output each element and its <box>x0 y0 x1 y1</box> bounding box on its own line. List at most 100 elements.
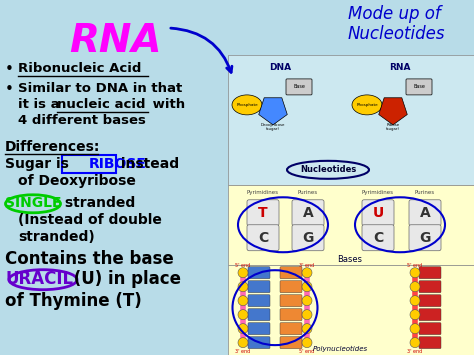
Text: RIBOSE: RIBOSE <box>89 157 147 171</box>
Circle shape <box>238 296 248 306</box>
FancyBboxPatch shape <box>228 265 474 355</box>
Text: with: with <box>148 98 185 111</box>
Text: 3' end: 3' end <box>236 349 251 354</box>
Text: it is a: it is a <box>18 98 64 111</box>
Text: •: • <box>5 62 14 77</box>
FancyBboxPatch shape <box>280 267 302 279</box>
Text: 4 different bases: 4 different bases <box>18 114 146 127</box>
Text: Ribose
(sugar): Ribose (sugar) <box>386 123 400 131</box>
Text: Nucleotides: Nucleotides <box>348 25 446 43</box>
Circle shape <box>302 324 312 334</box>
Text: 5' end: 5' end <box>300 349 315 354</box>
Text: Base: Base <box>293 84 305 89</box>
Text: Similar to DNA in that: Similar to DNA in that <box>18 82 182 95</box>
Circle shape <box>302 268 312 278</box>
FancyBboxPatch shape <box>280 295 302 307</box>
Text: 3' end: 3' end <box>407 349 423 354</box>
FancyBboxPatch shape <box>280 308 302 321</box>
Text: Mode up of: Mode up of <box>348 5 441 23</box>
Text: of Thymine (T): of Thymine (T) <box>5 292 142 310</box>
Text: nucleic acid: nucleic acid <box>57 98 146 111</box>
Text: RNA: RNA <box>389 63 411 72</box>
Text: Differences:: Differences: <box>5 140 100 154</box>
Text: Pyrimidines: Pyrimidines <box>247 190 279 195</box>
Circle shape <box>410 282 420 292</box>
FancyBboxPatch shape <box>248 337 270 349</box>
Text: 5' end: 5' end <box>407 263 423 268</box>
Text: Pyrimidines: Pyrimidines <box>362 190 394 195</box>
FancyBboxPatch shape <box>362 200 394 226</box>
FancyBboxPatch shape <box>248 281 270 293</box>
Text: stranded: stranded <box>60 196 135 210</box>
Text: C: C <box>258 231 268 245</box>
Text: SINGLE: SINGLE <box>5 196 62 210</box>
FancyBboxPatch shape <box>280 323 302 335</box>
FancyBboxPatch shape <box>280 337 302 349</box>
FancyBboxPatch shape <box>419 337 441 349</box>
Text: Deoxyribose
(sugar): Deoxyribose (sugar) <box>261 123 285 131</box>
FancyBboxPatch shape <box>292 225 324 251</box>
Text: (Instead of double: (Instead of double <box>18 213 162 227</box>
Text: Bases: Bases <box>337 255 363 264</box>
Text: instead: instead <box>116 157 179 171</box>
FancyBboxPatch shape <box>248 323 270 335</box>
FancyBboxPatch shape <box>406 79 432 95</box>
Circle shape <box>238 310 248 320</box>
FancyBboxPatch shape <box>409 200 441 226</box>
Ellipse shape <box>352 95 382 115</box>
FancyBboxPatch shape <box>228 185 474 265</box>
FancyBboxPatch shape <box>228 55 474 185</box>
Text: URACIL: URACIL <box>5 270 73 288</box>
Text: Purines: Purines <box>298 190 318 195</box>
Text: A: A <box>419 206 430 220</box>
Text: G: G <box>419 231 431 245</box>
Text: Polynucleotides: Polynucleotides <box>312 345 367 351</box>
FancyBboxPatch shape <box>292 200 324 226</box>
Text: 3' end: 3' end <box>300 263 315 268</box>
FancyBboxPatch shape <box>248 295 270 307</box>
FancyBboxPatch shape <box>419 281 441 293</box>
FancyBboxPatch shape <box>409 225 441 251</box>
Circle shape <box>410 324 420 334</box>
Circle shape <box>302 282 312 292</box>
Circle shape <box>302 296 312 306</box>
Circle shape <box>238 324 248 334</box>
Text: 5' end: 5' end <box>236 263 251 268</box>
Text: Ribonucleic Acid: Ribonucleic Acid <box>18 62 141 75</box>
Circle shape <box>302 338 312 348</box>
Text: Phosphate: Phosphate <box>236 103 258 107</box>
FancyBboxPatch shape <box>280 281 302 293</box>
FancyBboxPatch shape <box>286 79 312 95</box>
FancyBboxPatch shape <box>362 225 394 251</box>
Circle shape <box>238 268 248 278</box>
Text: Base: Base <box>413 84 425 89</box>
Text: Contains the base: Contains the base <box>5 250 174 268</box>
Ellipse shape <box>232 95 262 115</box>
Text: Phosphate: Phosphate <box>356 103 378 107</box>
FancyBboxPatch shape <box>248 267 270 279</box>
Text: Purines: Purines <box>415 190 435 195</box>
FancyBboxPatch shape <box>419 323 441 335</box>
Circle shape <box>238 338 248 348</box>
Text: •: • <box>5 82 14 97</box>
Circle shape <box>410 310 420 320</box>
Text: Sugar is: Sugar is <box>5 157 74 171</box>
Text: stranded): stranded) <box>18 230 95 244</box>
Circle shape <box>410 268 420 278</box>
FancyBboxPatch shape <box>248 308 270 321</box>
FancyBboxPatch shape <box>247 225 279 251</box>
Circle shape <box>238 282 248 292</box>
FancyBboxPatch shape <box>419 267 441 279</box>
Circle shape <box>410 338 420 348</box>
Circle shape <box>302 310 312 320</box>
Text: T: T <box>258 206 268 220</box>
Text: Nucleotides: Nucleotides <box>300 165 356 174</box>
FancyBboxPatch shape <box>419 308 441 321</box>
FancyBboxPatch shape <box>247 200 279 226</box>
Text: (U) in place: (U) in place <box>68 270 181 288</box>
Text: DNA: DNA <box>269 63 291 72</box>
Text: of Deoxyribose: of Deoxyribose <box>18 174 136 188</box>
Text: C: C <box>373 231 383 245</box>
FancyBboxPatch shape <box>419 295 441 307</box>
Text: U: U <box>373 206 383 220</box>
